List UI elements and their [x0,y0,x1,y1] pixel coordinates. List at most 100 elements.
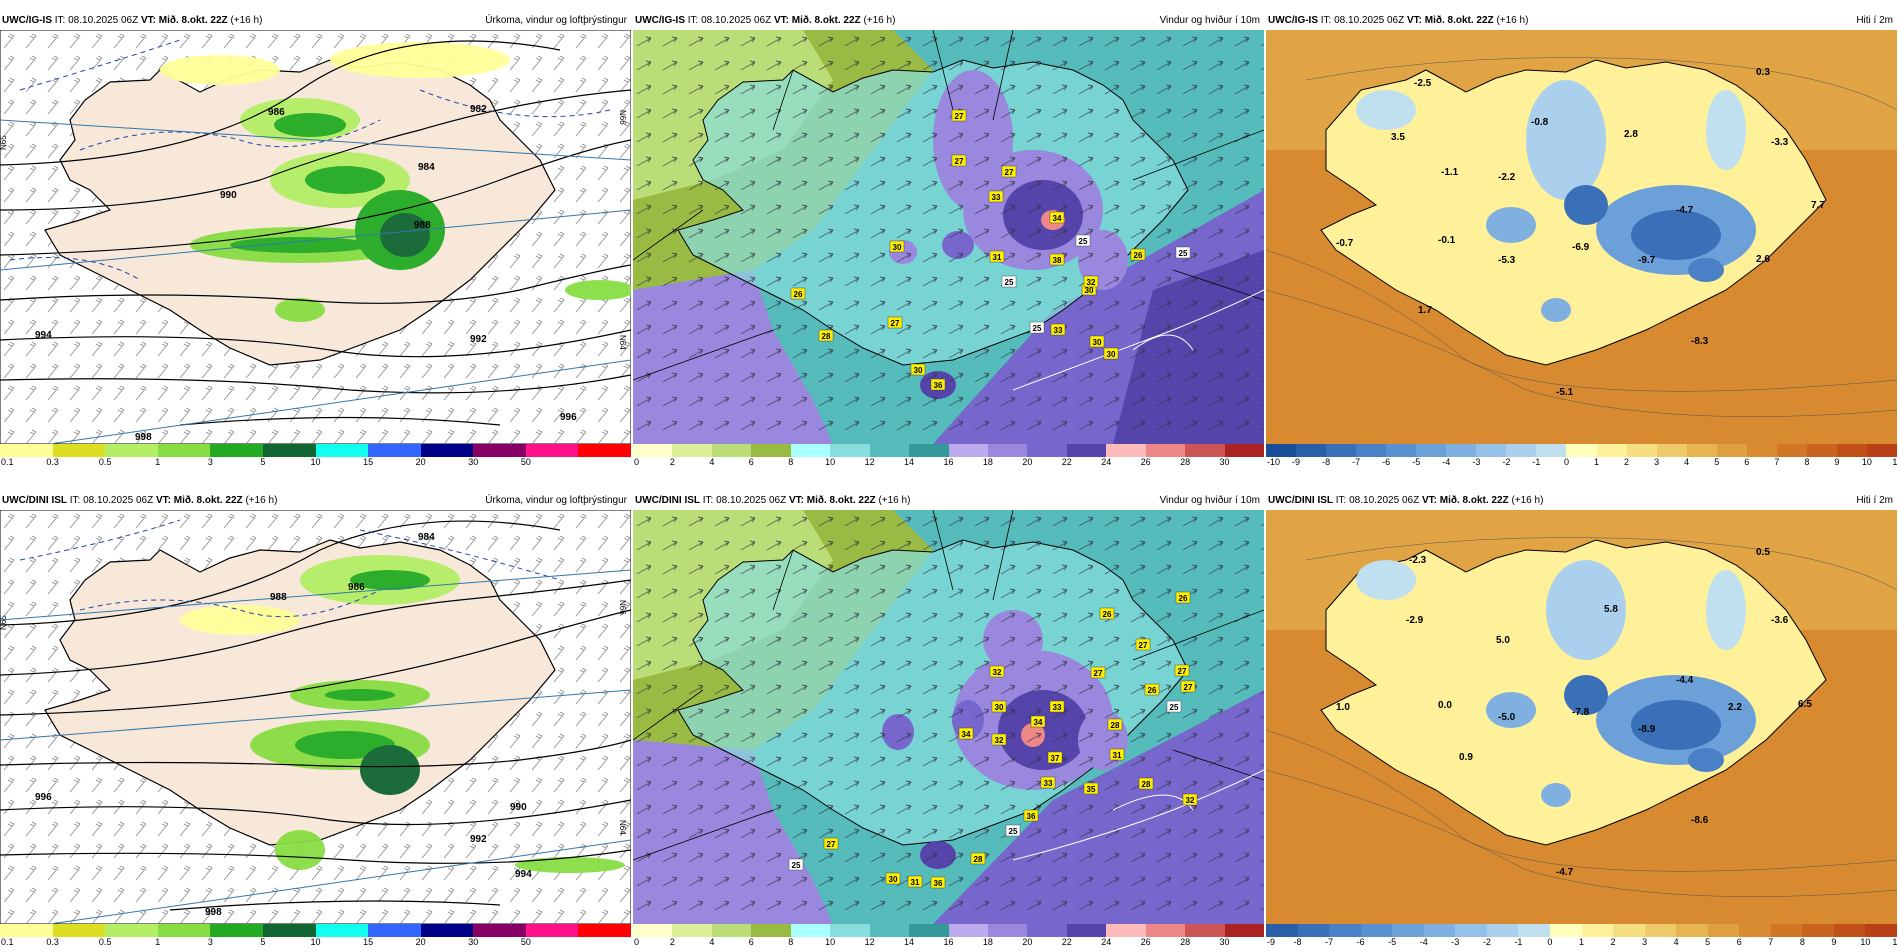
gust-label: 30 [1103,347,1119,360]
gust-label: 25 [1075,234,1091,247]
colorbar-segment [1676,924,1709,937]
colorbar-segment [790,444,831,457]
colorbar-tick-label: -8 [1322,457,1331,467]
colorbar-segment [1185,444,1226,457]
colorbar-segment [830,924,871,937]
colorbar-segment [751,924,792,937]
model-name: UWC/DINI ISL [635,495,700,506]
svg-text:26: 26 [794,290,803,299]
colorbar-tick-label: 26 [1140,937,1151,947]
colorbar [633,444,1264,457]
colorbar-segment [1596,444,1628,457]
colorbar-tick-label: 20 [1022,457,1033,467]
colorbar-tick-label: -6 [1382,457,1391,467]
temp-value: -8.9 [1638,724,1656,735]
colorbar-tick-label: 18 [982,457,993,467]
colorbar-tick-label: 0 [634,937,640,947]
lead-time: (+16 h) [878,495,911,506]
temp-value: -2.3 [1409,555,1427,566]
colorbar-segment [1224,924,1264,937]
temp-value: 1.0 [1336,702,1350,713]
svg-text:27: 27 [891,319,900,328]
colorbar-tick-label: -8 [1293,937,1302,947]
svg-text:25: 25 [1033,324,1042,333]
colorbar-segment [1776,444,1808,457]
colorbar-segment [1486,924,1519,937]
gust-label: 27 [1135,638,1151,651]
gust-label: 27 [1174,664,1190,677]
colorbar-tick-label: 22 [1061,937,1072,947]
temp-value: 5.0 [1496,635,1510,646]
colorbar-tick-label: 1 [1594,457,1600,467]
colorbar-segment [1106,924,1147,937]
colorbar-tick-label: 5 [1705,937,1711,947]
init-time: 08.10.2025 06Z [716,495,787,506]
colorbar-segment [1329,924,1362,937]
colorbar-tick-label: -4 [1419,937,1428,947]
temp-value: -2.2 [1498,172,1516,183]
panel-title: Úrkoma, vindur og loftþrýstingur [485,495,627,506]
colorbar-tick-label: -3 [1451,937,1460,947]
colorbar-segment [1326,444,1357,457]
colorbar-tick-label: 5 [1714,457,1720,467]
temp-value: -0.7 [1336,238,1354,249]
colorbar-tick-label: 3 [207,457,213,467]
colorbar-tick-label: 0.3 [46,937,59,947]
colorbar-segment [210,924,264,937]
svg-text:30: 30 [893,243,902,252]
colorbar-segment [909,444,949,457]
panel-header: UWC/IG-IS IT: 08.10.2025 06Z VT: Mið. 8.… [1268,15,1893,26]
colorbar-segment [1770,924,1803,937]
temp-value: 2.6 [1756,254,1770,265]
colorbar-tick-label: 5 [260,937,266,947]
colorbar-segment [987,444,1028,457]
isobar-label: 998 [205,907,222,918]
colorbar-segment [262,444,316,457]
colorbar-tick-label: 1 [155,937,161,947]
colorbar-segment [1506,444,1537,457]
colorbar-segment [525,444,579,457]
gust-label: 25 [1005,824,1021,837]
panel-title: Hiti í 2m [1856,15,1893,26]
colorbar-segment [1145,444,1186,457]
colorbar-tick-label: 24 [1101,457,1112,467]
colorbar-tick-label: -9 [1292,457,1301,467]
colorbar-segment [157,444,211,457]
svg-text:27: 27 [955,112,964,121]
gust-label: 36 [930,378,946,391]
panel-precip-dini: UWC/DINI ISL IT: 08.10.2025 06Z VT: Mið.… [0,490,631,952]
panel-title: Vindur og hviður í 10m [1159,495,1260,506]
colorbar-tick-label: 2 [669,457,675,467]
colorbar-tick-label: 3 [1642,937,1648,947]
colorbar-tick-label: 10 [825,937,836,947]
lead-time: (+16 h) [863,15,896,26]
gust-label: 30 [889,240,905,253]
colorbar-tick-label: 50 [520,937,531,947]
colorbar-ticks: 0 2 4 6 8 10 12 14 16 18 20 22 24 26 28 30 [633,457,1264,469]
colorbar-tick-label: 4 [1684,457,1690,467]
colorbar-segment [1802,924,1835,937]
temp-value: -4.4 [1676,675,1694,686]
valid-time: Mið. 8.okt. 22Z [158,15,228,26]
colorbar-segment [1392,924,1425,937]
temp-value: -3.3 [1771,137,1789,148]
colorbar-segment [1185,924,1226,937]
colorbar-tick-label: 0 [1547,937,1553,947]
isobar-label: 996 [35,792,52,803]
colorbar-tick-label: 30 [1219,457,1230,467]
svg-text:26: 26 [1134,251,1143,260]
svg-text:36: 36 [1027,812,1036,821]
colorbar-segment [1297,924,1330,937]
colorbar-tick-label: 12 [864,937,875,947]
colorbar-segment [1446,444,1477,457]
colorbar-tick-label: 30 [468,937,479,947]
svg-text:34: 34 [1053,214,1062,223]
model-name: UWC/IG-IS [2,15,52,26]
colorbar-segment [473,924,527,937]
colorbar-tick-label: 8 [1804,457,1810,467]
colorbar-tick-label: 3 [1654,457,1660,467]
isobar-label: 988 [414,220,431,231]
colorbar-tick-label: 5 [260,457,266,467]
colorbar-tick-label: 10 [1860,937,1871,947]
model-name: UWC/DINI ISL [2,495,67,506]
